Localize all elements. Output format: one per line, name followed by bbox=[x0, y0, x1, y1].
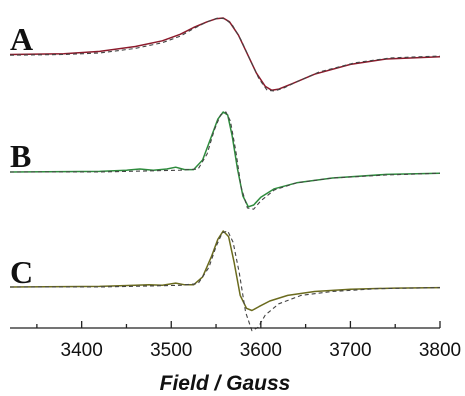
x-tick-label-3500: 3500 bbox=[150, 340, 192, 361]
panel-a: A bbox=[9, 17, 441, 92]
series-b-solid bbox=[9, 111, 441, 208]
x-tick-label-3600: 3600 bbox=[240, 340, 282, 361]
x-tick-label-3700: 3700 bbox=[329, 340, 371, 361]
series-a-dashed bbox=[9, 17, 441, 92]
x-tick-label-3800: 3800 bbox=[419, 340, 461, 361]
series-c-solid bbox=[9, 230, 441, 312]
panel-label-c: C bbox=[10, 254, 33, 290]
series-b-dashed bbox=[10, 111, 441, 210]
panel-label-b: B bbox=[10, 138, 31, 174]
x-axis-ticks: 3400 3500 3600 3700 3800 bbox=[36, 321, 461, 361]
panel-label-a: A bbox=[10, 21, 33, 57]
panel-b: B bbox=[9, 111, 441, 210]
x-tick-label-3400: 3400 bbox=[61, 340, 103, 361]
panel-c: C bbox=[9, 230, 441, 332]
x-axis: 3400 3500 3600 3700 3800 bbox=[10, 321, 461, 361]
series-c-dashed bbox=[10, 230, 441, 332]
x-axis-title: Field / Gauss bbox=[160, 372, 291, 395]
spectra-panels: A B C bbox=[9, 17, 441, 332]
